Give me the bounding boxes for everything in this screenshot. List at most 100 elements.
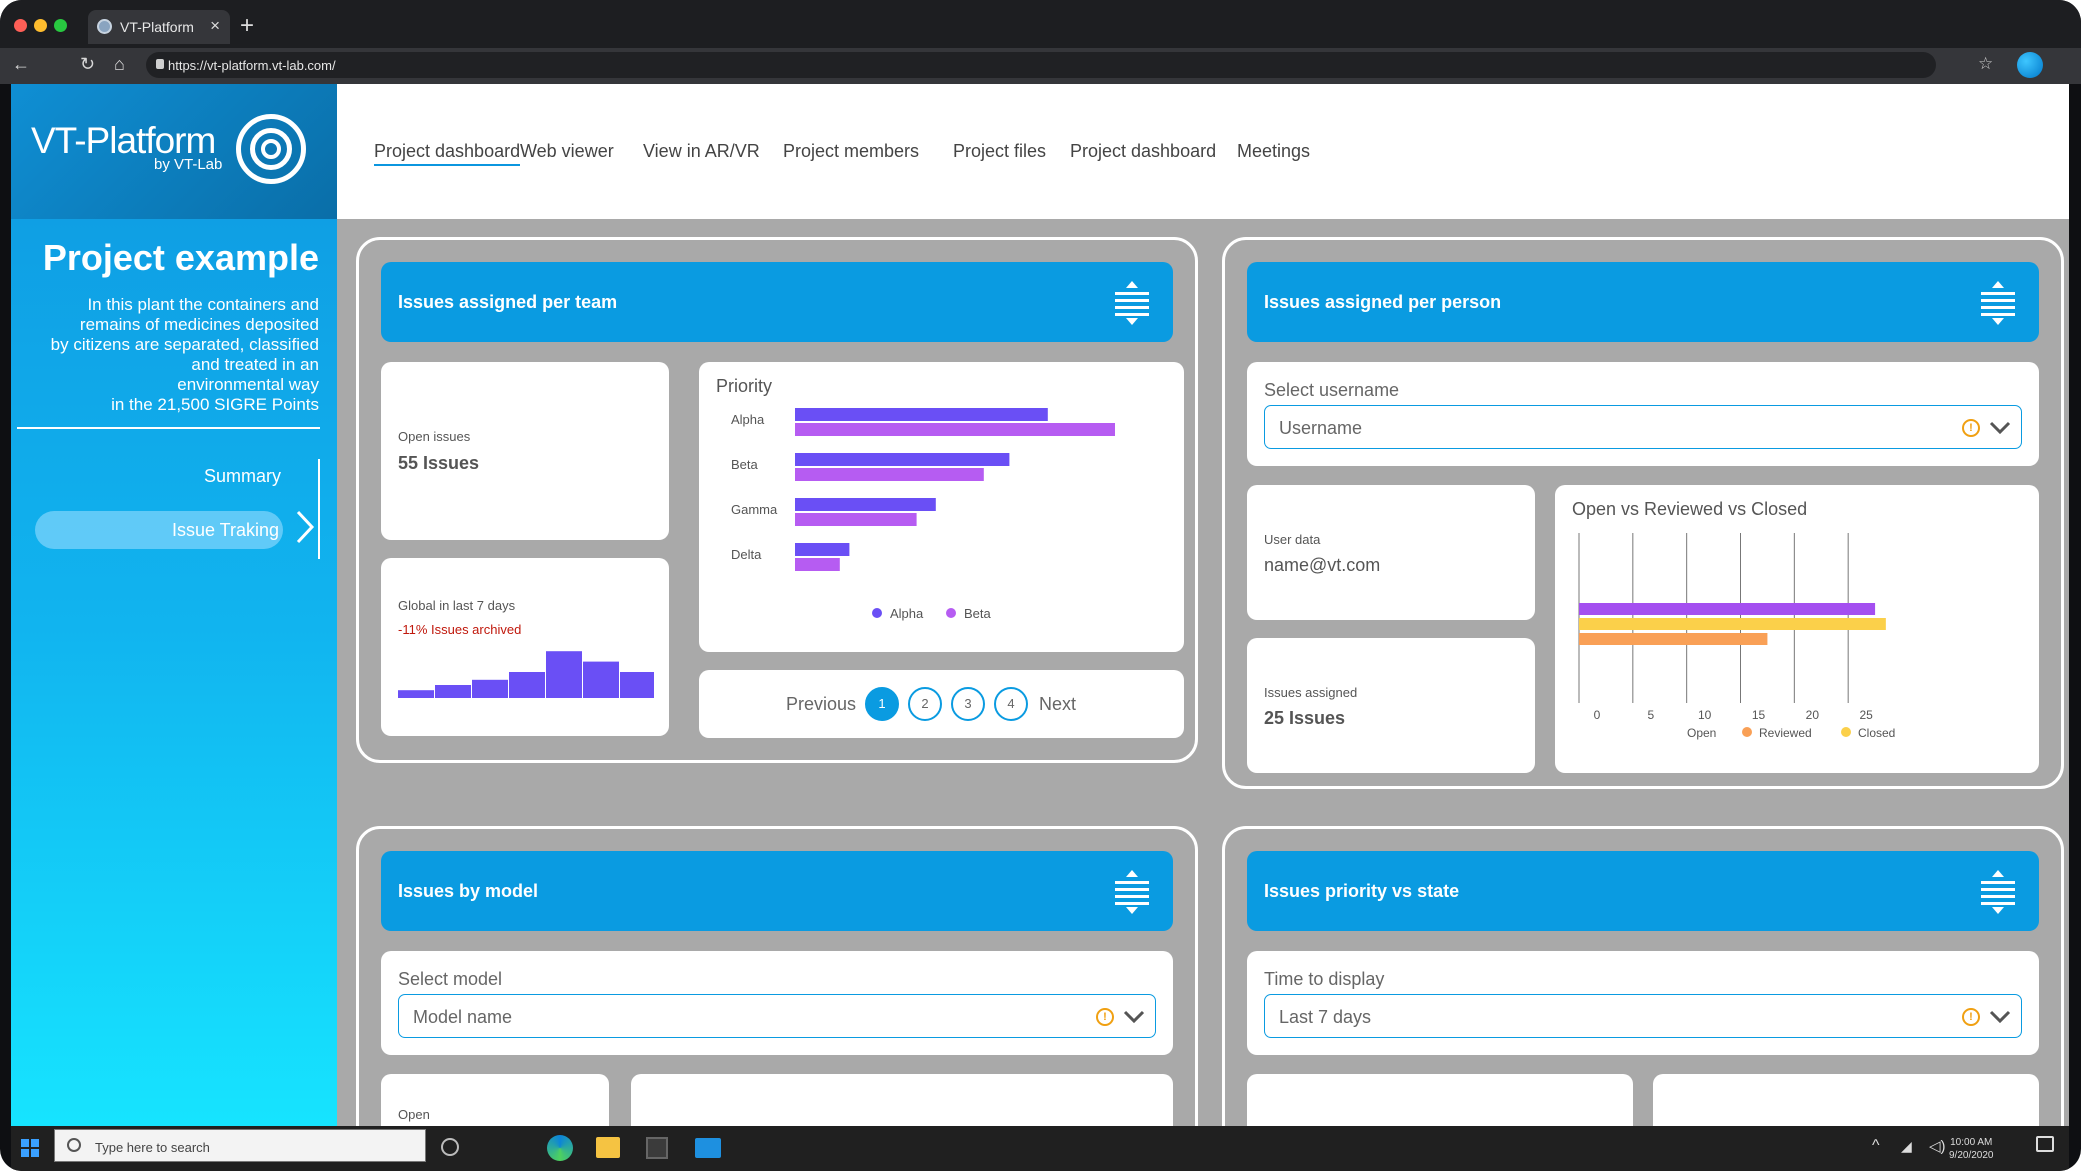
model-open-card: Open — [381, 1074, 609, 1126]
bookmark-star-icon[interactable]: ☆ — [1978, 54, 1994, 73]
state-right-card — [1653, 1074, 2039, 1126]
open-issues-card: Open issues 55 Issues — [381, 362, 669, 540]
model-open-label: Open — [398, 1107, 430, 1122]
expand-collapse-icon[interactable] — [1115, 280, 1149, 326]
username-value: Username — [1279, 418, 1363, 438]
legend-label: Reviewed — [1759, 726, 1812, 740]
file-explorer-icon[interactable] — [596, 1137, 620, 1158]
close-window-button[interactable] — [14, 19, 27, 32]
bar-closed — [1579, 618, 1886, 630]
x-tick-label: 5 — [1647, 708, 1654, 722]
back-arrow-icon[interactable]: ← — [12, 54, 30, 74]
project-title: Project example — [42, 237, 319, 278]
category-label: Delta — [731, 547, 762, 562]
pagination-card: Previous 1 2 3 4 Next — [699, 670, 1184, 738]
reload-icon[interactable]: ↻ — [80, 54, 96, 74]
new-tab-icon[interactable]: + — [240, 12, 255, 39]
profile-avatar[interactable] — [2017, 52, 2043, 78]
logo-rings-icon — [236, 114, 306, 184]
cortana-icon[interactable] — [441, 1138, 459, 1156]
expand-collapse-icon[interactable] — [1981, 869, 2015, 915]
priority-state-panel: Issues priority vs state Time to display… — [1222, 826, 2064, 1126]
legend-label: Closed — [1858, 726, 1895, 740]
nav-view-ar-vr[interactable]: View in AR/VR — [643, 141, 760, 161]
brand-logo[interactable]: VT-Platform by VT-Lab — [11, 84, 337, 219]
windows-start-icon[interactable] — [21, 1139, 39, 1157]
clock-date: 9/20/2020 — [1949, 1150, 1994, 1161]
notifications-icon[interactable] — [2036, 1136, 2054, 1152]
model-issues-panel: Issues by model Select model Model name … — [356, 826, 1198, 1126]
page-4-button[interactable]: 4 — [994, 687, 1028, 721]
select-model-label: Select model — [398, 969, 503, 989]
pagination-previous[interactable]: Previous — [786, 694, 857, 714]
network-icon[interactable]: ◢ — [1901, 1138, 1912, 1154]
nav-project-files[interactable]: Project files — [953, 141, 1047, 161]
bar-alpha-gamma — [795, 498, 936, 511]
bar-beta-delta — [795, 558, 840, 571]
user-data-card: User data name@vt.com — [1247, 485, 1535, 620]
sidebar-item-summary[interactable]: Summary — [203, 466, 281, 486]
os-taskbar: Type here to search ^ ◢ ◁) 10:00 AM 9/20… — [11, 1126, 2069, 1171]
bar-beta-beta — [795, 468, 984, 481]
user-data-label: User data — [1264, 532, 1321, 547]
legend-label: Open — [1687, 726, 1716, 740]
person-issues-panel: Issues assigned per person Select userna… — [1222, 237, 2064, 789]
system-clock[interactable]: 10:00 AM 9/20/2020 — [1949, 1136, 1994, 1162]
bar-alpha-alpha — [795, 408, 1048, 421]
weekly-bar — [583, 661, 619, 698]
chevron-up-icon[interactable]: ^ — [1872, 1137, 1880, 1154]
nav-meetings[interactable]: Meetings — [1237, 141, 1311, 161]
panel-title: Issues by model — [398, 881, 539, 901]
open-reviewed-closed-chart: Open vs Reviewed vs Closed 0 5 10 15 20 25 Open… — [1572, 499, 1895, 740]
chart-title: Open vs Reviewed vs Closed — [1572, 499, 1807, 519]
volume-icon[interactable]: ◁) — [1929, 1138, 1946, 1155]
priority-chart: Priority Alpha Beta Gamma Delta Alpha Beta — [716, 376, 1115, 621]
tab-close-icon[interactable]: × — [210, 16, 220, 35]
team-issues-panel: Issues assigned per team Open issues 55 … — [356, 237, 1198, 763]
browser-tab[interactable]: VT-Platform × — [88, 10, 230, 44]
edge-browser-icon[interactable] — [547, 1135, 573, 1161]
bar-beta-gamma — [795, 513, 917, 526]
nav-project-dashboard-2[interactable]: Project dashboard — [1070, 141, 1217, 161]
bar-open — [1579, 603, 1876, 615]
username-select[interactable]: Username ! — [1264, 405, 2022, 449]
store-icon[interactable] — [646, 1137, 668, 1159]
minimize-window-button[interactable] — [34, 19, 47, 32]
page-2-button[interactable]: 2 — [908, 687, 942, 721]
brand-name: VT-Platform — [31, 120, 216, 161]
x-tick-label: 25 — [1859, 708, 1873, 722]
weekly-bar — [509, 672, 545, 698]
priority-card: Priority Alpha Beta Gamma Delta Alpha Beta — [699, 362, 1184, 652]
taskbar-search[interactable]: Type here to search — [54, 1129, 426, 1162]
page-3-button[interactable]: 3 — [951, 687, 985, 721]
sidebar-item-issue-tracking[interactable]: Issue Traking — [35, 511, 283, 549]
weekly-bar-chart — [398, 651, 654, 698]
username-select-card: Select username Username ! — [1247, 362, 2039, 466]
model-value: Model name — [413, 1007, 513, 1027]
nav-project-dashboard[interactable]: Project dashboard — [374, 141, 521, 166]
priority-state-header: Issues priority vs state — [1247, 851, 2039, 931]
expand-collapse-icon[interactable] — [1981, 280, 2015, 326]
open-issues-label: Open issues — [398, 429, 471, 444]
sidebar-vertical-divider — [318, 459, 320, 559]
warning-icon: ! — [1096, 1008, 1114, 1026]
home-icon[interactable]: ⌂ — [114, 54, 125, 74]
maximize-window-button[interactable] — [54, 19, 67, 32]
nav-project-members[interactable]: Project members — [783, 141, 920, 161]
model-select[interactable]: Model name ! — [398, 994, 1156, 1038]
legend-dot — [946, 608, 956, 618]
page-1-button[interactable]: 1 — [865, 687, 899, 721]
address-bar[interactable]: https://vt-platform.vt-lab.com/ — [146, 52, 1936, 78]
nav-web-viewer[interactable]: Web viewer — [520, 141, 614, 161]
select-username-label: Select username — [1264, 380, 1400, 400]
category-label: Gamma — [731, 502, 778, 517]
top-navigation: Project dashboard Web viewer View in AR/… — [337, 84, 2069, 219]
expand-collapse-icon[interactable] — [1115, 869, 1149, 915]
url-text: https://vt-platform.vt-lab.com/ — [168, 57, 336, 73]
app-viewport: VT-Platform by VT-Lab Project example In… — [11, 84, 2069, 1126]
time-select[interactable]: Last 7 days ! — [1264, 994, 2022, 1038]
legend-dot — [1742, 727, 1752, 737]
mail-icon[interactable] — [695, 1138, 721, 1158]
pagination-next[interactable]: Next — [1039, 694, 1077, 714]
